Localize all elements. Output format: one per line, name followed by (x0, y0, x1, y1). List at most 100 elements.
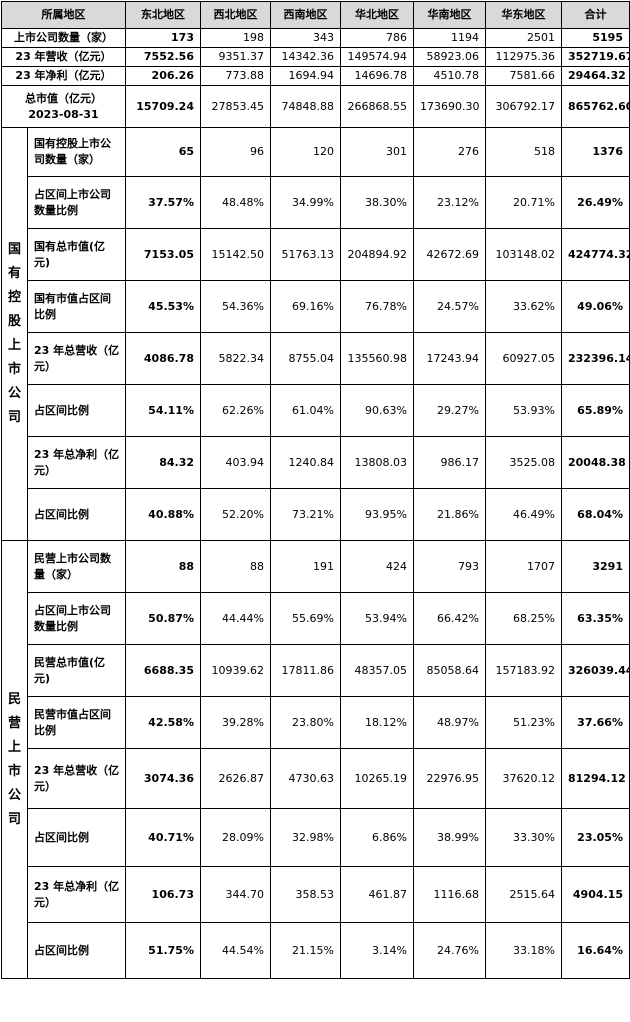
row-label-text: 23 年净利（亿元） (15, 69, 112, 82)
total-cell: 20048.38 (561, 436, 630, 489)
table-cell: 204894.92 (340, 228, 414, 281)
table-cell: 28.09% (200, 808, 271, 867)
header-region: 华东地区 (485, 1, 562, 29)
table-cell: 21.86% (413, 488, 486, 541)
table-cell: 2626.87 (200, 748, 271, 809)
table-cell: 786 (340, 28, 414, 48)
total-cell: 1376 (561, 127, 630, 177)
table-cell: 32.98% (270, 808, 341, 867)
table-cell: 301 (340, 127, 414, 177)
total-cell: 4904.15 (561, 866, 630, 923)
group-row: 国有总市值(亿元) 7153.05 15142.50 51763.13 204894.9… (2, 228, 630, 281)
table-cell: 403.94 (200, 436, 271, 489)
table-cell: 157183.92 (485, 644, 562, 697)
group-label: 国有控股上市公司 (1, 127, 28, 541)
row-label: 占区间比例 (27, 384, 126, 437)
table-cell: 23.12% (413, 176, 486, 229)
total-cell: 26.49% (561, 176, 630, 229)
table-cell: 17811.86 (270, 644, 341, 697)
table-cell: 306792.17 (485, 85, 562, 128)
table-cell: 4086.78 (125, 332, 201, 385)
table-cell: 120 (270, 127, 341, 177)
table-cell: 23.80% (270, 696, 341, 749)
table-cell: 40.71% (125, 808, 201, 867)
table-cell: 3525.08 (485, 436, 562, 489)
total-cell: 865762.60 (561, 85, 630, 128)
header-region: 西北地区 (200, 1, 271, 29)
total-cell: 65.89% (561, 384, 630, 437)
table-cell: 66.42% (413, 592, 486, 645)
table-cell: 9351.37 (200, 47, 271, 67)
table-cell: 24.57% (413, 280, 486, 333)
table-cell: 48.48% (200, 176, 271, 229)
row-label: 国有总市值(亿元) (27, 228, 126, 281)
table-cell: 461.87 (340, 866, 414, 923)
header-total: 合计 (561, 1, 630, 29)
table-cell: 54.36% (200, 280, 271, 333)
row-label: 23 年净利（亿元） (1, 66, 126, 86)
table-cell: 13808.03 (340, 436, 414, 489)
table-cell: 55.69% (270, 592, 341, 645)
total-cell: 23.05% (561, 808, 630, 867)
table-cell: 38.99% (413, 808, 486, 867)
row-label: 占区间上市公司数量比例 (27, 176, 126, 229)
group-row: 23 年总营收（亿元） 4086.78 5822.34 8755.04 135560.9… (2, 332, 630, 385)
table-cell: 93.95% (340, 488, 414, 541)
table-cell: 135560.98 (340, 332, 414, 385)
table-cell: 51.75% (125, 922, 201, 979)
table-cell: 7581.66 (485, 66, 562, 86)
table-cell: 173690.30 (413, 85, 486, 128)
table-cell: 38.30% (340, 176, 414, 229)
table-cell: 206.26 (125, 66, 201, 86)
row-label-date: 2023-08-31 (28, 107, 99, 121)
row-label: 23 年总营收（亿元） (27, 748, 126, 809)
table-cell: 52.20% (200, 488, 271, 541)
header-region-label: 所属地区 (1, 1, 126, 29)
group-row: 民营总市值(亿元) 6688.35 10939.62 17811.86 48357.05… (2, 644, 630, 697)
table-cell: 773.88 (200, 66, 271, 86)
row-label: 民营市值占区间比例 (27, 696, 126, 749)
row-label: 23 年营收（亿元） (1, 47, 126, 67)
group-row: 占区间比例 51.75% 44.54% 21.15% 3.14% 24.76% 33.18%… (2, 922, 630, 979)
table-cell: 24.76% (413, 922, 486, 979)
row-label: 占区间上市公司数量比例 (27, 592, 126, 645)
total-cell: 326039.44 (561, 644, 630, 697)
table-cell: 149574.94 (340, 47, 414, 67)
table-cell: 173 (125, 28, 201, 48)
table-cell: 276 (413, 127, 486, 177)
group-row: 国有控股上市公司 国有控股上市公司数量（家） 65 96 120 301 276 518 137… (1, 127, 630, 541)
summary-row: 总市值（亿元） 2023-08-31 15709.24 27853.45 74848.8… (1, 85, 630, 128)
table-cell: 50.87% (125, 592, 201, 645)
total-cell: 68.04% (561, 488, 630, 541)
table-cell: 61.04% (270, 384, 341, 437)
summary-row: 23 年净利（亿元） 206.26 773.88 1694.94 14696.78 451… (1, 66, 630, 86)
table-cell: 42.58% (125, 696, 201, 749)
row-label: 国有控股上市公司数量（家） (27, 127, 126, 177)
group-row: 23 年总净利（亿元） 106.73 344.70 358.53 461.87 1116.… (2, 866, 630, 923)
row-label: 23 年总营收（亿元） (27, 332, 126, 385)
table-cell: 68.25% (485, 592, 562, 645)
table-cell: 1240.84 (270, 436, 341, 489)
header-region: 华南地区 (413, 1, 486, 29)
table-cell: 103148.02 (485, 228, 562, 281)
table-cell: 5822.34 (200, 332, 271, 385)
row-label: 23 年总净利（亿元） (27, 866, 126, 923)
table-cell: 10939.62 (200, 644, 271, 697)
summary-row: 23 年营收（亿元） 7552.56 9351.37 14342.36 149574.9… (1, 47, 630, 67)
header-region: 华北地区 (340, 1, 414, 29)
table-cell: 51763.13 (270, 228, 341, 281)
table-cell: 40.88% (125, 488, 201, 541)
table-cell: 4730.63 (270, 748, 341, 809)
summary-row: 上市公司数量（家） 173 198 343 786 1194 2501 5195 (1, 28, 630, 48)
table-cell: 15709.24 (125, 85, 201, 128)
table-cell: 74848.88 (270, 85, 341, 128)
row-label: 占区间比例 (27, 808, 126, 867)
group-row: 23 年总净利（亿元） 84.32 403.94 1240.84 13808.03 986… (2, 436, 630, 489)
table-cell: 424 (340, 540, 414, 593)
table-cell: 2501 (485, 28, 562, 48)
table-cell: 51.23% (485, 696, 562, 749)
table-cell: 266868.55 (340, 85, 414, 128)
table-cell: 191 (270, 540, 341, 593)
table-cell: 1694.94 (270, 66, 341, 86)
row-label: 占区间比例 (27, 922, 126, 979)
